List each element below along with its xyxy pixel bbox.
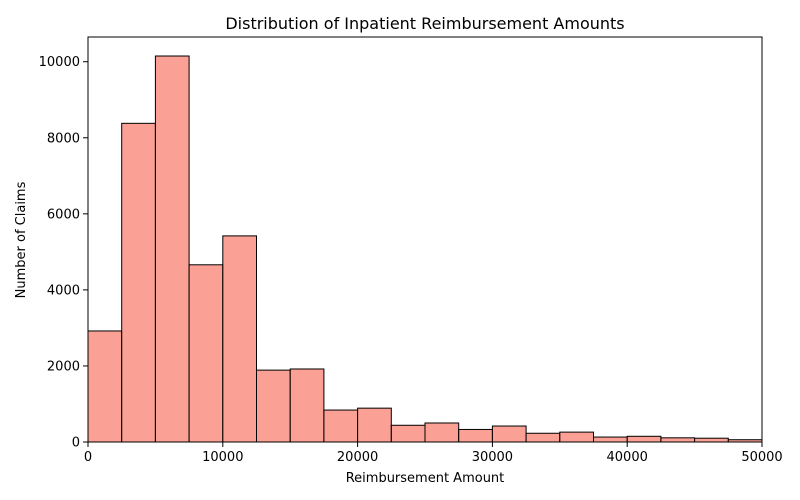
histogram-bar [357, 407, 392, 443]
y-axis-title: Number of Claims [14, 181, 29, 298]
y-tick-label: 6000 [47, 207, 80, 222]
x-tick-label: 50000 [741, 450, 782, 465]
bars-group [87, 55, 763, 443]
histogram-bar [424, 422, 460, 443]
histogram-bar [491, 425, 527, 443]
histogram-bar [87, 330, 123, 443]
x-tick-label: 10000 [202, 450, 243, 465]
y-tick-label: 4000 [47, 283, 80, 298]
x-axis-ticks: 0 10000 20000 30000 40000 50000 [84, 442, 783, 465]
histogram-bar [626, 435, 662, 443]
histogram-bar [256, 369, 291, 443]
histogram-bar [660, 437, 696, 443]
histogram-bar [593, 436, 628, 443]
plot-frame [87, 36, 763, 443]
histogram-bar [289, 368, 325, 443]
histogram-bar [222, 235, 258, 443]
x-tick-label: 0 [84, 450, 92, 465]
x-axis-title: Reimbursement Amount [346, 471, 505, 486]
y-tick-label: 10000 [39, 55, 80, 70]
histogram-bar [458, 428, 493, 443]
x-tick-label: 30000 [472, 450, 513, 465]
y-tick-label: 0 [72, 436, 80, 451]
y-axis-ticks: 0 2000 4000 6000 8000 10000 [39, 55, 88, 451]
x-tick-label: 40000 [607, 450, 648, 465]
histogram-bar [525, 432, 561, 443]
y-tick-label: 2000 [47, 359, 80, 374]
histogram-bar [154, 55, 190, 443]
y-tick-label: 8000 [47, 131, 80, 146]
histogram-bar [121, 122, 156, 443]
histogram-bar [390, 424, 426, 443]
histogram-bar [559, 431, 594, 443]
chart-title: Distribution of Inpatient Reimbursement … [225, 14, 624, 33]
histogram-bar [323, 409, 359, 443]
histogram-bar [694, 437, 729, 443]
histogram-bar [188, 264, 224, 443]
x-tick-label: 20000 [337, 450, 378, 465]
